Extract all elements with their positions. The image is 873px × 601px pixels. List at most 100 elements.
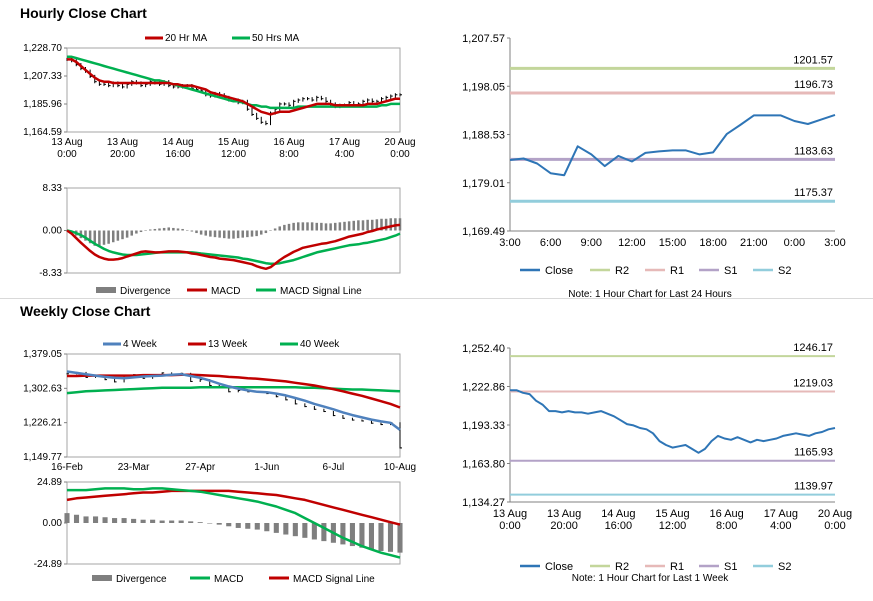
hourly-divergence-bar bbox=[185, 229, 189, 231]
hourly-pivot-x-tick-label: 0:00 bbox=[784, 237, 805, 249]
hourly-macd-legend-label: Divergence bbox=[120, 286, 171, 297]
hourly-pivot-level-label: 1196.73 bbox=[794, 79, 833, 91]
hourly-divergence-bar bbox=[102, 230, 106, 245]
hourly-divergence-bar bbox=[172, 227, 175, 231]
hourly-price-legend-label: 20 Hr MA bbox=[165, 33, 208, 44]
hourly-divergence-bar bbox=[209, 230, 212, 237]
hourly-pivot-close-line bbox=[509, 113, 836, 177]
hourly-pivot-x-tick-label: 12:00 bbox=[618, 237, 646, 249]
hourly-macd-y-tick-label: 0.00 bbox=[43, 226, 63, 237]
hourly-pivot-x-tick-label: 9:00 bbox=[581, 237, 602, 249]
hourly-divergence-bar bbox=[98, 230, 101, 246]
weekly-macd-chart: 24.89 0.00 -24.89 Divergence MACD MACD Signal… bbox=[34, 477, 403, 585]
hourly-macd-y-tick-label: -8.33 bbox=[39, 268, 62, 279]
weekly-pivot-x-tick-label: 12:00 bbox=[659, 520, 687, 532]
hourly-price-y-tick-label: 1,228.70 bbox=[23, 43, 62, 54]
hourly-divergence-bar bbox=[153, 228, 157, 231]
hourly-price-x-tick-label: 8:00 bbox=[279, 149, 299, 160]
hourly-price-x-tick-label: 16:00 bbox=[165, 149, 190, 160]
hourly-price-x-tick-label: 13 Aug bbox=[51, 137, 82, 148]
hourly-divergence-bar bbox=[283, 224, 286, 231]
weekly-week13-line bbox=[67, 373, 401, 409]
hourly-divergence-bar bbox=[222, 230, 226, 239]
hourly-divergence-bar bbox=[296, 222, 300, 231]
hourly-divergence-bar bbox=[287, 223, 291, 231]
weekly-macd-legend-label: Divergence bbox=[116, 574, 167, 585]
hourly-pivot-x-tick-label: 21:00 bbox=[740, 237, 768, 249]
weekly-price-y-tick-label: 1,302.63 bbox=[23, 383, 62, 394]
hourly-divergence-bar bbox=[199, 230, 203, 235]
hourly-pivot-x-tick-label: 15:00 bbox=[659, 237, 687, 249]
hourly-signal-line bbox=[66, 229, 401, 265]
weekly-divergence-bar bbox=[207, 523, 213, 524]
weekly-pivot-x-tick-label: 16:00 bbox=[605, 520, 633, 532]
weekly-divergence-bar bbox=[273, 523, 279, 533]
hourly-divergence-bar bbox=[370, 219, 374, 231]
weekly-divergence-bar bbox=[378, 523, 384, 552]
weekly-divergence-bar bbox=[321, 523, 327, 542]
weekly-week4-line bbox=[66, 370, 401, 431]
hourly-pivot-y-tick-label: 1,179.01 bbox=[462, 178, 505, 190]
hourly-divergence-bar bbox=[255, 230, 258, 237]
weekly-divergence-bar bbox=[264, 523, 270, 532]
weekly-pivot-close-line bbox=[510, 389, 836, 454]
weekly-divergence-bar bbox=[188, 521, 194, 523]
weekly-divergence-bar bbox=[159, 520, 165, 523]
weekly-price-x-tick-label: 10-Aug bbox=[384, 462, 416, 473]
weekly-macd-y-tick-label: -24.89 bbox=[34, 559, 63, 570]
hourly-price-x-tick-label: 0:00 bbox=[57, 149, 77, 160]
weekly-divergence-bar bbox=[131, 518, 137, 523]
hourly-divergence-bar bbox=[320, 222, 323, 231]
hourly-divergence-bar bbox=[398, 218, 402, 231]
weekly-pivot-x-tick-label: 15 Aug bbox=[655, 508, 689, 520]
weekly-macd-y-tick-label: 24.89 bbox=[37, 477, 62, 488]
weekly-divergence-bar bbox=[73, 514, 80, 523]
hourly-divergence-bar bbox=[389, 218, 393, 231]
weekly-macd-legend-label: MACD bbox=[214, 574, 243, 585]
hourly-divergence-bar bbox=[213, 230, 217, 238]
hourly-macd-legend-swatch bbox=[96, 287, 116, 293]
hourly-divergence-bar bbox=[195, 230, 198, 234]
hourly-divergence-bar bbox=[343, 221, 346, 231]
weekly-divergence-bar bbox=[340, 523, 346, 545]
hourly-divergence-bar bbox=[366, 219, 369, 231]
weekly-divergence-bar bbox=[178, 520, 184, 523]
hourly-pivot-legend-label: R1 bbox=[670, 265, 684, 277]
weekly-price-x-tick-label: 1-Jun bbox=[254, 462, 279, 473]
weekly-pivot-x-tick-label: 16 Aug bbox=[710, 508, 744, 520]
hourly-macd-legend-label: MACD Signal Line bbox=[280, 286, 362, 297]
hourly-pivot-level-label: 1201.57 bbox=[793, 54, 833, 66]
hourly-divergence-bar bbox=[176, 228, 180, 231]
hourly-pivot-x-tick-label: 6:00 bbox=[540, 237, 561, 249]
hourly-price-legend-label: 50 Hrs MA bbox=[252, 33, 300, 44]
weekly-divergence-bar bbox=[311, 523, 317, 540]
weekly-pivot-level-label: 1246.17 bbox=[793, 342, 833, 354]
weekly-price-legend-label: 40 Week bbox=[300, 339, 340, 350]
hourly-price-x-tick-label: 16 Aug bbox=[273, 137, 304, 148]
weekly-macd-y-tick-label: 0.00 bbox=[43, 518, 63, 529]
hourly-divergence-bar bbox=[310, 222, 314, 231]
weekly-pivot-level-label: 1165.93 bbox=[794, 447, 833, 459]
hourly-ma50-line bbox=[67, 55, 400, 110]
hourly-divergence-bar bbox=[333, 222, 337, 231]
hourly-price-x-tick-label: 14 Aug bbox=[162, 137, 193, 148]
hourly-section-title: Hourly Close Chart bbox=[20, 5, 147, 21]
hourly-divergence-bar bbox=[292, 222, 295, 231]
hourly-price-y-tick-label: 1,164.59 bbox=[23, 127, 62, 138]
weekly-divergence-bar bbox=[121, 518, 127, 523]
hourly-divergence-bar bbox=[167, 227, 171, 231]
weekly-divergence-bar bbox=[254, 523, 260, 530]
hourly-divergence-bar bbox=[121, 230, 124, 240]
hourly-macd-y-tick-label: 8.33 bbox=[43, 183, 63, 194]
hourly-divergence-bar bbox=[246, 230, 249, 238]
weekly-pivot-legend-label: R1 bbox=[670, 561, 684, 573]
weekly-pivot-note: Note: 1 Hour Chart for Last 1 Week bbox=[572, 573, 730, 584]
hourly-price-y-tick-label: 1,185.96 bbox=[23, 99, 62, 110]
hourly-divergence-bar bbox=[250, 230, 254, 237]
hourly-divergence-bar bbox=[144, 230, 147, 231]
weekly-pivot-x-tick-label: 20:00 bbox=[550, 520, 578, 532]
weekly-pivot-chart: 1,252.40 1,222.86 1,193.33 1,163.80 1,134.27… bbox=[462, 342, 852, 584]
